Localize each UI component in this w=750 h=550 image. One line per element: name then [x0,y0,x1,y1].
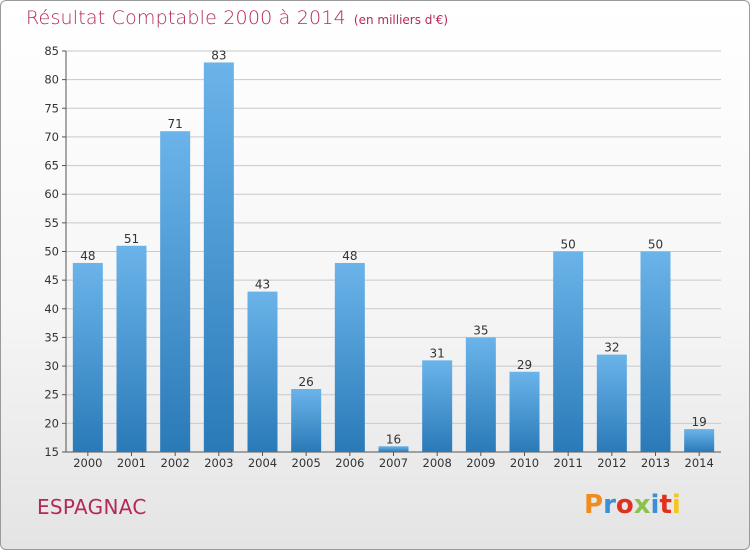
x-tick-label: 2010 [510,456,539,470]
logo-letter: t [659,490,672,520]
x-tick-label: 2011 [554,456,583,470]
logo-letter: P [584,490,604,520]
y-tick-label: 70 [44,130,59,144]
bar-2012 [596,354,627,452]
bar-2003 [203,62,234,452]
value-label: 51 [124,232,139,246]
x-tick-label: 2005 [292,456,321,470]
x-tick-label: 2004 [248,456,277,470]
bar-2011 [553,251,584,452]
logo-letter: r [603,490,616,520]
value-label: 50 [648,238,663,252]
value-label: 83 [211,48,226,62]
x-tick-label: 2002 [161,456,190,470]
x-tick-label: 2013 [641,456,670,470]
bar-2004 [247,291,278,452]
commune-name: ESPAGNAC [37,495,147,519]
x-tick-label: 2012 [597,456,626,470]
logo-letter: o [615,490,634,520]
logo-letter: i [650,490,660,520]
bar-2009 [465,337,496,452]
y-tick-label: 75 [44,101,59,115]
bar-2000 [72,262,103,452]
bar-2007 [378,446,409,452]
y-tick-label: 65 [44,159,59,173]
bar-2013 [640,251,671,452]
y-tick-label: 85 [44,44,59,58]
value-label: 50 [561,238,576,252]
logo-letter: i [671,490,681,520]
proxiti-logo: Proxiti [584,490,681,520]
value-label: 48 [342,249,357,263]
y-tick-label: 20 [44,416,59,430]
x-tick-labels: 2000 2001 2002 2003 2004 2005 2006 2007 2008 2009… [73,456,714,470]
bar-2002 [160,131,191,452]
x-tick-label: 2007 [379,456,408,470]
value-label: 29 [517,358,532,372]
value-label: 48 [80,249,95,263]
x-tick-label: 2014 [685,456,714,470]
x-tick-label: 2001 [117,456,146,470]
y-tick-label: 15 [44,445,59,459]
y-tick-label: 55 [44,216,59,230]
value-label: 71 [168,117,183,131]
y-tick-label: 30 [44,359,59,373]
y-tick-label: 35 [44,330,59,344]
x-tick-label: 2009 [466,456,495,470]
bar-2008 [422,360,453,452]
x-tick-label: 2003 [204,456,233,470]
chart-subtitle: (en milliers d'€) [353,13,449,27]
y-tick-label: 80 [44,73,59,87]
y-tick-label: 25 [44,388,59,402]
value-label: 43 [255,278,270,292]
value-labels: 48 51 71 83 43 26 48 16 31 35 29 50 32 50 19 [80,48,707,446]
value-label: 31 [430,346,445,360]
value-label: 32 [604,341,619,355]
y-tick-label: 40 [44,302,59,316]
value-label: 35 [473,323,488,337]
bars [72,62,715,452]
y-tick-label: 60 [44,187,59,201]
bar-2001 [116,245,147,452]
value-label: 26 [299,375,314,389]
value-label: 16 [386,432,401,446]
bar-2010 [509,371,540,452]
value-label: 19 [692,415,707,429]
chart-title-main: Résultat Comptable 2000 à 2014 [26,7,346,29]
bar-2005 [291,388,322,452]
bar-2006 [334,262,365,452]
y-tick-label: 50 [44,245,59,259]
y-tick-label: 45 [44,273,59,287]
y-tick-labels: 15 20 25 30 35 40 45 50 55 60 65 70 75 80 85 [44,44,59,459]
x-tick-label: 2008 [423,456,452,470]
x-tick-label: 2000 [73,456,102,470]
logo-letter: x [633,490,651,520]
bar-2014 [684,429,715,452]
x-tick-label: 2006 [335,456,364,470]
chart-title: Résultat Comptable 2000 à 2014 (en millie… [26,7,448,29]
